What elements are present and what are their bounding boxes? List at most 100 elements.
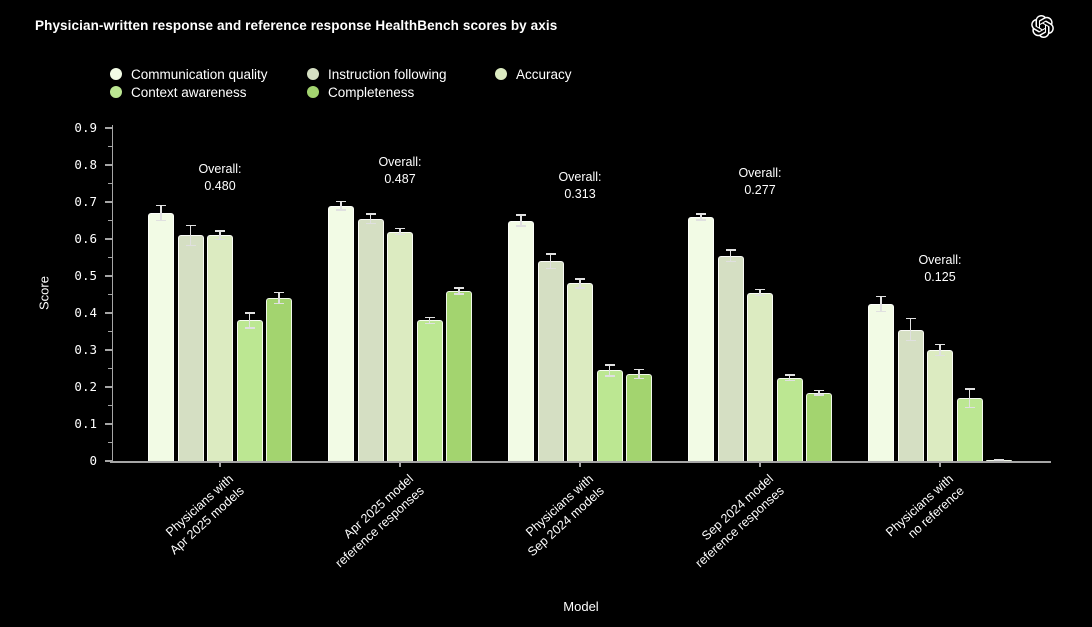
y-minor-tick bbox=[107, 294, 113, 295]
error-bar-line bbox=[759, 289, 761, 296]
error-bar-cap-bottom bbox=[215, 239, 225, 241]
error-bar-line bbox=[608, 364, 611, 376]
error-bar-cap-bottom bbox=[545, 267, 556, 270]
legend-item-communication-quality: Communication quality bbox=[110, 67, 307, 82]
x-tick bbox=[939, 461, 941, 467]
bar-communication-quality bbox=[868, 303, 894, 461]
bar-communication-quality bbox=[148, 213, 174, 461]
x-tick bbox=[579, 461, 581, 467]
y-tick-label: 0.8 bbox=[74, 157, 97, 172]
overall-annotation-value: 0.125 bbox=[924, 269, 956, 284]
error-bar-line bbox=[189, 225, 192, 246]
x-tick-label: Apr 2025 model reference responses bbox=[321, 471, 427, 571]
error-bar-cap-top bbox=[876, 295, 886, 298]
error-bar-line bbox=[788, 374, 791, 381]
error-bar-cap-bottom bbox=[516, 225, 526, 227]
error-bar-cap-bottom bbox=[634, 377, 644, 380]
y-tick-label: 0.2 bbox=[74, 379, 97, 394]
error-bar-line bbox=[160, 205, 162, 221]
legend-item-completeness: Completeness bbox=[307, 85, 495, 100]
bar-communication-quality bbox=[508, 220, 534, 461]
y-major-tick bbox=[104, 386, 113, 388]
bar-context-awareness bbox=[416, 320, 443, 461]
error-bar-cap-top bbox=[545, 253, 556, 255]
overall-annotation-label: Overall: bbox=[378, 154, 422, 169]
overall-annotation-value: 0.313 bbox=[564, 186, 596, 201]
overall-annotation-label: Overall: bbox=[918, 252, 962, 267]
error-bar-cap-top bbox=[935, 343, 945, 346]
error-bar-cap-top bbox=[185, 224, 196, 227]
bar-accuracy bbox=[387, 231, 413, 461]
openai-logo-icon bbox=[1031, 15, 1054, 39]
error-bar-cap-bottom bbox=[935, 354, 945, 357]
bar-communication-quality bbox=[688, 216, 714, 461]
error-bar-cap-top bbox=[244, 312, 255, 314]
error-bar-line bbox=[520, 214, 522, 227]
x-tick-label: Physicians with no reference bbox=[882, 471, 967, 552]
overall-annotation-label: Overall: bbox=[738, 165, 782, 180]
error-bar-cap-bottom bbox=[876, 310, 886, 312]
legend-swatch-icon bbox=[307, 68, 319, 80]
bar-accuracy bbox=[207, 235, 233, 461]
y-tick-label: 0 bbox=[89, 453, 97, 468]
x-tick bbox=[399, 461, 401, 467]
error-bar-cap-top bbox=[725, 249, 736, 251]
y-minor-tick bbox=[107, 183, 113, 184]
y-major-tick bbox=[104, 164, 113, 166]
error-bar-line bbox=[549, 253, 552, 269]
bar-context-awareness bbox=[236, 320, 263, 461]
y-tick-label: 0.3 bbox=[74, 342, 97, 357]
bar-instruction-following bbox=[537, 261, 564, 461]
error-bar-cap-top bbox=[634, 368, 644, 371]
error-bar-cap-bottom bbox=[604, 375, 615, 377]
y-minor-tick bbox=[107, 331, 113, 332]
y-tick-label: 0.7 bbox=[74, 194, 97, 209]
legend-label: Instruction following bbox=[328, 66, 447, 82]
bar-instruction-following bbox=[357, 218, 384, 461]
error-bar-line bbox=[729, 250, 732, 262]
x-tick-label: Sep 2024 model reference responses bbox=[681, 471, 787, 571]
error-bar-cap-bottom bbox=[784, 380, 795, 382]
bar-accuracy bbox=[927, 350, 953, 461]
bar-communication-quality bbox=[328, 205, 354, 461]
error-bar-line bbox=[579, 278, 581, 288]
overall-annotation: Overall: 0.125 bbox=[868, 252, 1012, 286]
error-bar-cap-top bbox=[156, 205, 166, 207]
y-tick-label: 0.9 bbox=[74, 120, 97, 135]
error-bar-cap-top bbox=[905, 317, 916, 320]
overall-annotation-label: Overall: bbox=[558, 169, 602, 184]
y-major-tick bbox=[104, 312, 113, 314]
bar-completeness bbox=[626, 374, 652, 461]
error-bar-line bbox=[219, 230, 221, 240]
error-bar-line bbox=[818, 390, 820, 395]
overall-annotation: Overall: 0.487 bbox=[328, 154, 472, 188]
error-bar-cap-bottom bbox=[156, 219, 166, 222]
legend: Communication quality Instruction followi… bbox=[110, 66, 572, 100]
y-minor-tick bbox=[107, 405, 113, 406]
x-tick-label: Physicians with Sep 2024 models bbox=[514, 471, 608, 560]
legend-item-accuracy: Accuracy bbox=[495, 67, 572, 82]
y-tick-label: 0.4 bbox=[74, 305, 97, 320]
x-axis-title: Model bbox=[563, 599, 599, 614]
error-bar-cap-top bbox=[696, 213, 706, 215]
bar-context-awareness bbox=[956, 398, 983, 461]
error-bar-cap-top bbox=[814, 389, 824, 392]
x-tick bbox=[759, 461, 761, 467]
error-bar-line bbox=[638, 369, 640, 379]
error-bar-cap-bottom bbox=[964, 406, 975, 409]
overall-annotation-label: Overall: bbox=[198, 162, 242, 177]
error-bar-cap-top bbox=[784, 374, 795, 376]
error-bar-cap-top bbox=[575, 278, 585, 280]
y-major-tick bbox=[104, 349, 113, 351]
x-tick bbox=[219, 461, 221, 467]
error-bar-cap-bottom bbox=[814, 394, 824, 396]
y-minor-tick bbox=[107, 146, 113, 147]
bar-completeness bbox=[266, 298, 292, 461]
error-bar-cap-top bbox=[395, 227, 405, 230]
y-major-tick bbox=[104, 275, 113, 277]
y-minor-tick bbox=[107, 220, 113, 221]
error-bar-line bbox=[428, 317, 431, 324]
bar-context-awareness bbox=[776, 377, 803, 461]
error-bar-cap-bottom bbox=[244, 327, 255, 329]
